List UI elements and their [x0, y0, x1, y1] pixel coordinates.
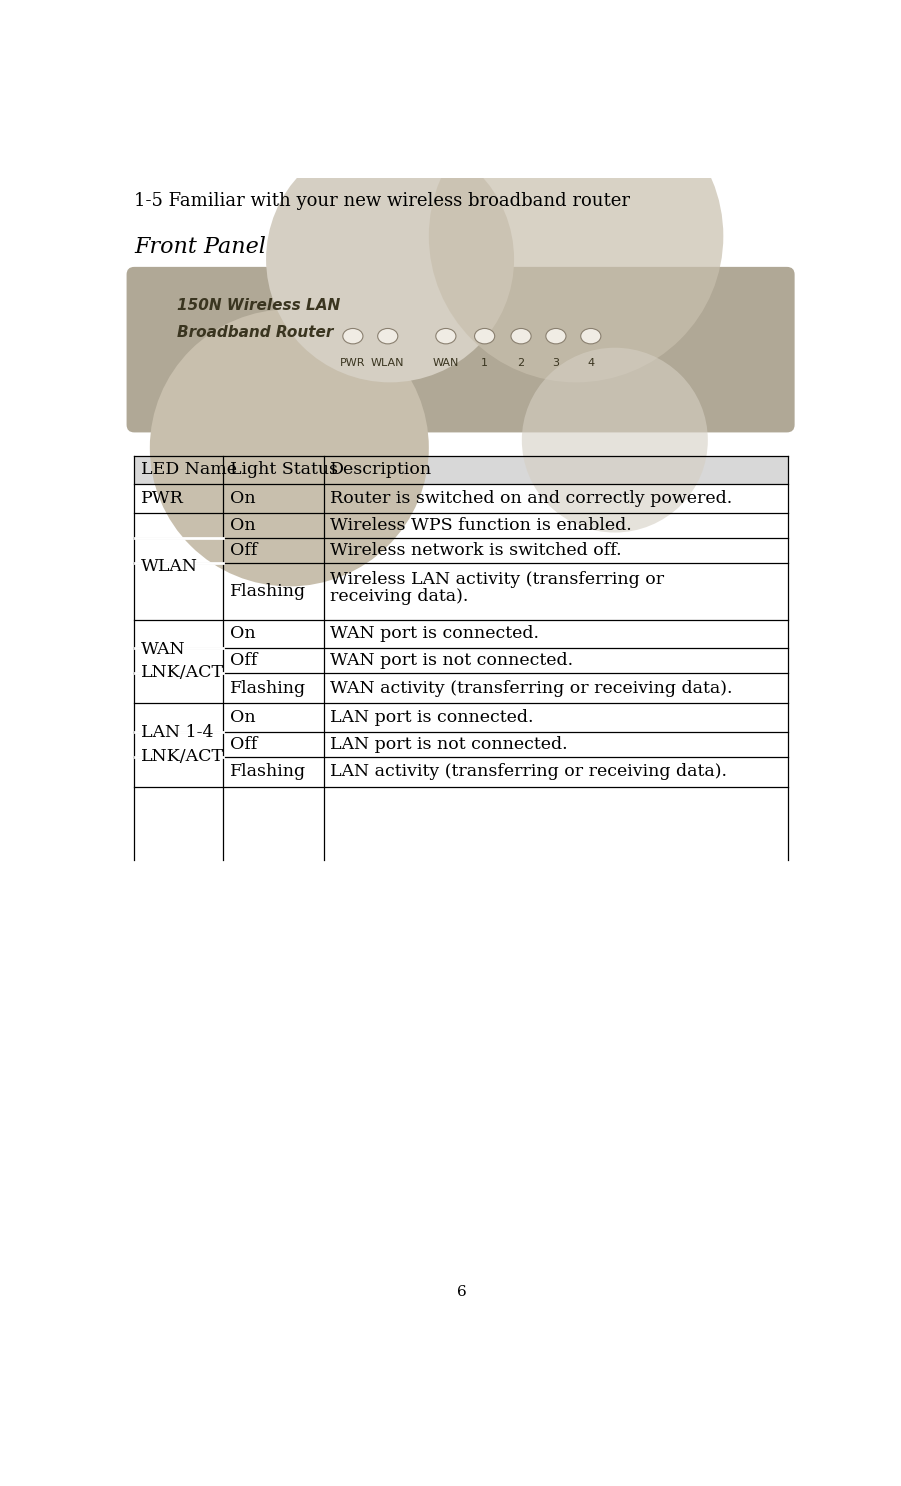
Text: Wireless WPS function is enabled.: Wireless WPS function is enabled.: [331, 517, 633, 533]
Ellipse shape: [546, 328, 566, 343]
Text: Wireless LAN activity (transferring or: Wireless LAN activity (transferring or: [331, 571, 665, 588]
Ellipse shape: [475, 328, 495, 343]
Text: WLAN: WLAN: [141, 557, 197, 575]
Text: On: On: [230, 517, 255, 533]
Text: 6: 6: [457, 1285, 466, 1299]
Text: Description: Description: [331, 461, 432, 478]
Text: WAN activity (transferring or receiving data).: WAN activity (transferring or receiving …: [331, 679, 733, 697]
Text: WAN
LNK/ACT: WAN LNK/ACT: [141, 640, 223, 682]
Ellipse shape: [342, 328, 363, 343]
Text: 1: 1: [481, 358, 488, 367]
FancyBboxPatch shape: [126, 267, 795, 432]
Text: WAN port is connected.: WAN port is connected.: [331, 626, 540, 642]
Circle shape: [429, 89, 724, 382]
Text: On: On: [230, 490, 255, 507]
Ellipse shape: [581, 328, 601, 343]
Ellipse shape: [436, 328, 456, 343]
Text: 1-5 Familiar with your new wireless broadband router: 1-5 Familiar with your new wireless broa…: [134, 192, 631, 210]
Text: PWR: PWR: [340, 358, 366, 367]
Text: Flashing: Flashing: [230, 764, 305, 780]
Text: WAN: WAN: [432, 358, 460, 367]
Text: LAN 1-4
LNK/ACT: LAN 1-4 LNK/ACT: [141, 724, 223, 765]
Ellipse shape: [378, 328, 398, 343]
Text: LAN port is not connected.: LAN port is not connected.: [331, 736, 568, 753]
Circle shape: [266, 137, 514, 382]
Text: Off: Off: [230, 652, 257, 669]
Text: LAN port is connected.: LAN port is connected.: [331, 709, 534, 725]
Text: WLAN: WLAN: [371, 358, 405, 367]
Text: 4: 4: [587, 358, 595, 367]
Text: Router is switched on and correctly powered.: Router is switched on and correctly powe…: [331, 490, 733, 507]
Text: LAN activity (transferring or receiving data).: LAN activity (transferring or receiving …: [331, 764, 727, 780]
Text: PWR: PWR: [141, 490, 184, 507]
Text: On: On: [230, 709, 255, 725]
Ellipse shape: [511, 328, 531, 343]
Text: 2: 2: [517, 358, 524, 367]
Circle shape: [522, 348, 708, 532]
Text: 150N Wireless LAN: 150N Wireless LAN: [177, 297, 341, 312]
Text: Flashing: Flashing: [230, 583, 305, 600]
Text: 3: 3: [552, 358, 560, 367]
Text: Wireless network is switched off.: Wireless network is switched off.: [331, 542, 622, 559]
Circle shape: [150, 309, 429, 587]
Text: receiving data).: receiving data).: [331, 588, 469, 605]
Text: Front Panel: Front Panel: [134, 236, 266, 259]
Text: On: On: [230, 626, 255, 642]
Text: LED Name: LED Name: [141, 461, 237, 478]
Text: Off: Off: [230, 736, 257, 753]
Text: Light Status: Light Status: [230, 461, 338, 478]
Text: WAN port is not connected.: WAN port is not connected.: [331, 652, 574, 669]
Text: Off: Off: [230, 542, 257, 559]
Bar: [134, 456, 788, 484]
Text: Broadband Router: Broadband Router: [177, 324, 333, 340]
Text: Flashing: Flashing: [230, 679, 305, 697]
